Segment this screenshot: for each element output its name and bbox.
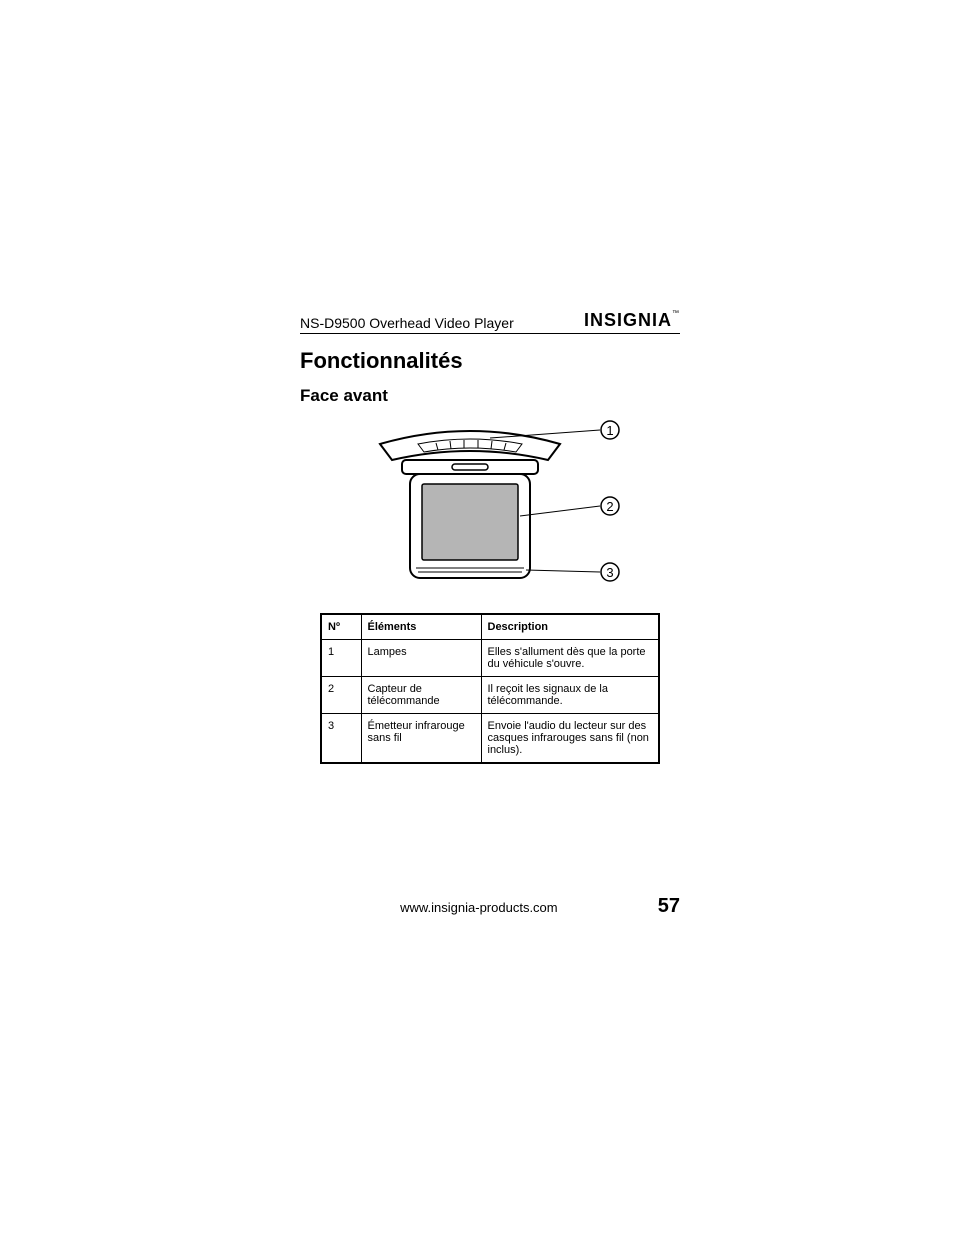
subsection-heading: Face avant <box>300 386 680 406</box>
footer-url: www.insignia-products.com <box>300 900 658 915</box>
col-header-number: Nº <box>321 614 361 640</box>
features-table: Nº Éléments Description 1 Lampes Elles s… <box>320 613 660 764</box>
table-row: 2 Capteur de télécommande Il reçoit les … <box>321 677 659 714</box>
section-heading: Fonctionnalités <box>300 348 680 374</box>
table-row: 3 Émetteur infrarouge sans fil Envoie l'… <box>321 714 659 764</box>
callout-line-3 <box>526 570 600 572</box>
callout-line-2 <box>520 506 600 516</box>
cell-element: Lampes <box>361 640 481 677</box>
product-title: NS-D9500 Overhead Video Player <box>300 315 584 331</box>
callout-number-3: 3 <box>606 565 613 580</box>
table-header-row: Nº Éléments Description <box>321 614 659 640</box>
cell-element: Émetteur infrarouge sans fil <box>361 714 481 764</box>
page-content: NS-D9500 Overhead Video Player INSIGNIA™… <box>300 310 680 764</box>
device-pivot-slot <box>452 464 488 470</box>
callout-number-1: 1 <box>606 423 613 438</box>
page-header: NS-D9500 Overhead Video Player INSIGNIA™ <box>300 310 680 334</box>
callout-number-2: 2 <box>606 499 613 514</box>
trademark-symbol: ™ <box>672 310 680 317</box>
brand-logo: INSIGNIA™ <box>584 310 680 331</box>
cell-number: 1 <box>321 640 361 677</box>
brand-text: INSIGNIA <box>584 310 672 330</box>
cell-description: Il reçoit les signaux de la télécommande… <box>481 677 659 714</box>
cell-number: 3 <box>321 714 361 764</box>
page-number: 57 <box>658 895 680 918</box>
cell-description: Envoie l'audio du lecteur sur des casque… <box>481 714 659 764</box>
col-header-description: Description <box>481 614 659 640</box>
device-screen <box>422 484 518 560</box>
col-header-element: Éléments <box>361 614 481 640</box>
cell-description: Elles s'allument dès que la porte du véh… <box>481 640 659 677</box>
device-svg: 1 2 3 <box>340 416 640 596</box>
page-footer: www.insignia-products.com 57 <box>300 895 680 918</box>
cell-element: Capteur de télécommande <box>361 677 481 714</box>
cell-number: 2 <box>321 677 361 714</box>
table-row: 1 Lampes Elles s'allument dès que la por… <box>321 640 659 677</box>
device-diagram: 1 2 3 <box>300 416 680 601</box>
